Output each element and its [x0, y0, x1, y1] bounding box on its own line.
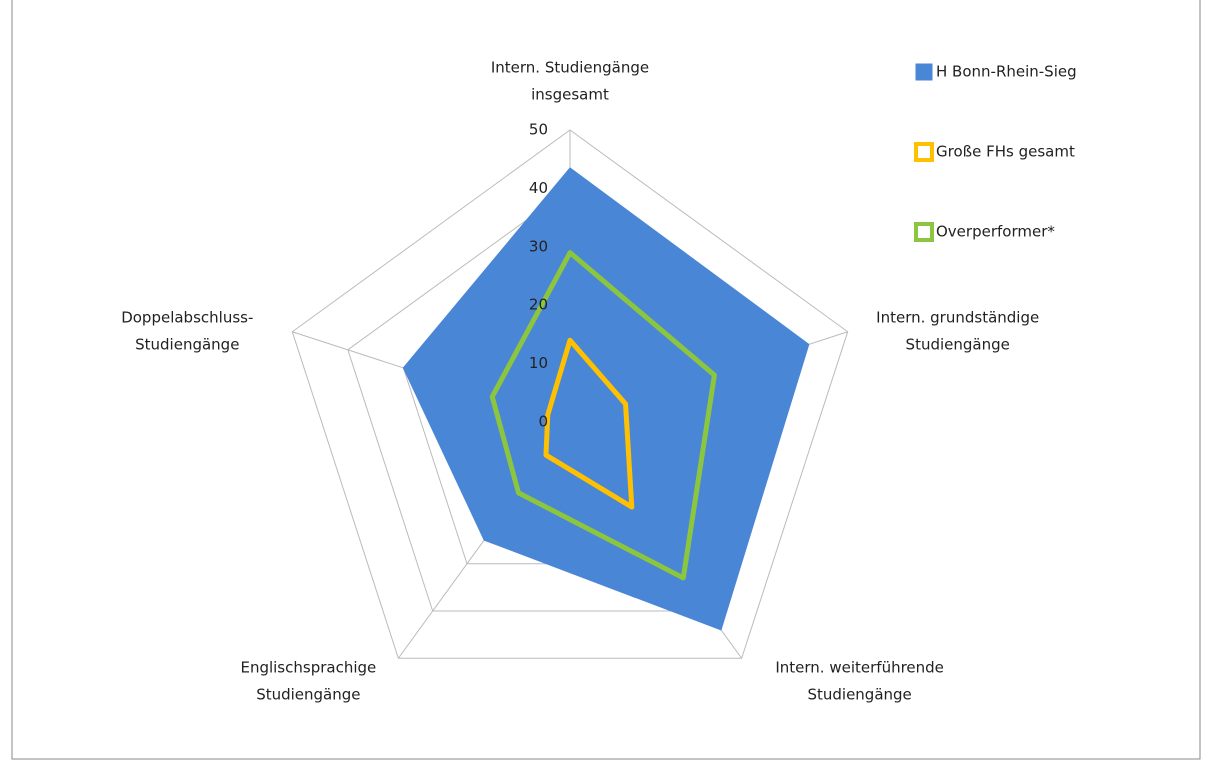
- category-label: insgesamt: [531, 86, 609, 104]
- legend-label: Große FHs gesamt: [936, 143, 1075, 161]
- category-label: Studiengänge: [906, 335, 1010, 353]
- series-area: [402, 167, 810, 631]
- legend-label: Overperformer*: [936, 223, 1055, 241]
- category-label: Intern. grundständige: [876, 308, 1039, 326]
- r-tick-label: 50: [529, 121, 548, 139]
- category-label: Intern. Studiengänge: [491, 59, 649, 77]
- category-label: Doppelabschluss-: [121, 308, 253, 326]
- category-label: Englischsprachige: [240, 659, 376, 677]
- r-tick-label: 30: [529, 237, 548, 255]
- r-tick-label: 40: [529, 179, 548, 197]
- legend-label: H Bonn-Rhein-Sieg: [936, 63, 1077, 81]
- category-label: Studiengänge: [256, 686, 360, 704]
- category-label: Studiengänge: [135, 335, 239, 353]
- series-area: [489, 250, 717, 581]
- r-tick-label: 20: [529, 296, 548, 314]
- legend-swatch: [915, 63, 933, 81]
- legend-swatch: [914, 222, 934, 242]
- legend-swatch: [914, 142, 934, 162]
- category-label: Intern. weiterführende: [775, 659, 944, 677]
- r-tick-label: 10: [529, 354, 548, 372]
- series-area: [543, 337, 635, 510]
- grid-ring: [291, 129, 849, 659]
- r-tick-label: 0: [538, 413, 548, 431]
- category-label: Studiengänge: [807, 686, 911, 704]
